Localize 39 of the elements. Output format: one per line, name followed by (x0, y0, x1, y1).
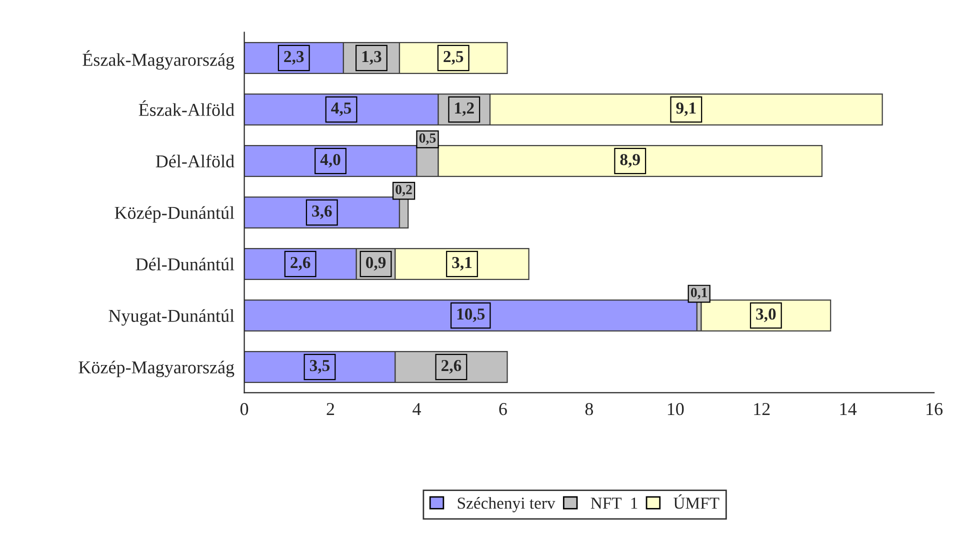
data-label: 4,5 (331, 102, 352, 116)
y-tick-label: Közép-Magyarország (78, 360, 234, 378)
bar (244, 299, 698, 332)
data-label: 10,5 (457, 308, 485, 322)
y-tick-label: Észak-Alföld (138, 100, 234, 116)
data-label: 2,6 (290, 256, 310, 271)
data-label: 3,0 (756, 308, 776, 322)
data-label: 4,0 (320, 154, 340, 168)
data-label: 1,3 (362, 51, 382, 65)
x-tick-label: 8 (585, 402, 593, 416)
x-tick-label: 14 (840, 403, 857, 415)
data-label: 0,1 (690, 288, 708, 300)
data-label: 3,5 (310, 360, 330, 374)
x-tick-label: 12 (754, 403, 770, 415)
x-tick-label: 0 (240, 402, 248, 416)
x-tick-label: 4 (412, 403, 421, 415)
legend-label: Széchenyi terv (458, 497, 556, 512)
data-label: 0,9 (366, 256, 386, 271)
data-label: 0,2 (396, 184, 412, 196)
x-tick-label: 6 (499, 403, 507, 416)
data-label: 2,3 (284, 51, 304, 65)
legend-label: NFT 1 (590, 498, 638, 509)
y-tick-label: Dél-Dunántúl (136, 258, 234, 270)
x-tick-label: 2 (326, 403, 334, 415)
x-tick-label: 16 (926, 403, 943, 416)
data-label: 8,9 (620, 154, 640, 168)
data-label: 2,6 (442, 360, 462, 374)
data-label: 3,6 (312, 205, 332, 220)
data-label: 9,1 (676, 102, 696, 116)
y-tick-label: Közép-Dunántúl (114, 206, 234, 223)
data-label: 1,2 (455, 102, 474, 116)
y-tick-label: Nyugat-Dunántúl (108, 309, 234, 326)
y-tick-label: Dél-Alföld (156, 154, 234, 168)
y-tick-label: Észak-Magyarország (82, 50, 234, 70)
data-label: 2,5 (444, 51, 464, 65)
legend-label: ÚMFT (674, 494, 720, 509)
x-tick-label: 10 (668, 402, 684, 416)
data-label: 0,5 (419, 133, 436, 145)
data-label: 3,1 (452, 256, 472, 271)
